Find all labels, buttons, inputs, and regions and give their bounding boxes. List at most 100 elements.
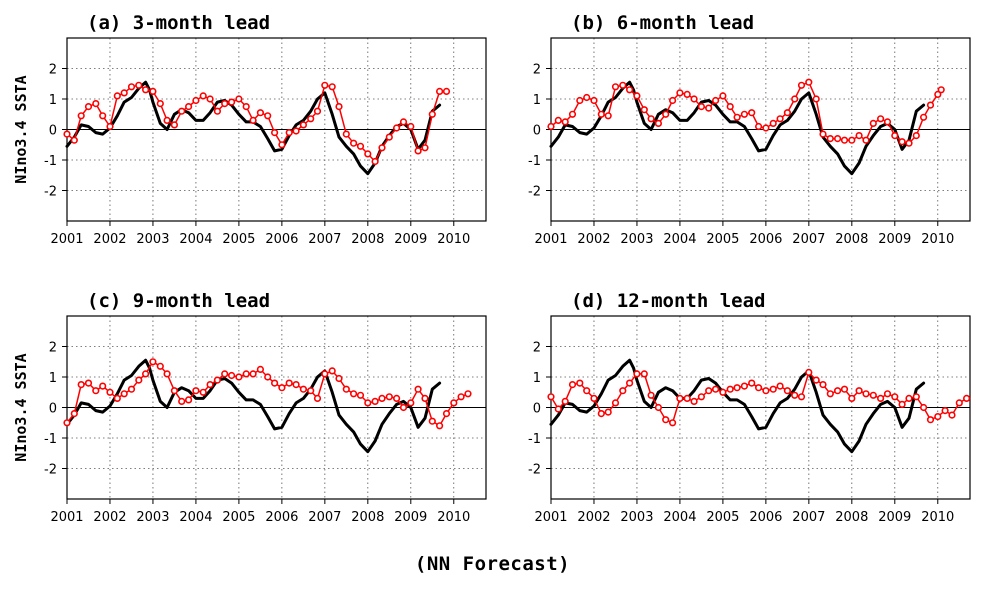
forecast-point	[235, 373, 243, 381]
forecast-point	[399, 403, 408, 412]
forecast-point	[256, 365, 265, 374]
panel-title: (d) 12-month lead	[571, 290, 765, 312]
forecast-point	[604, 408, 612, 416]
forecast-point	[407, 122, 415, 131]
x-tick-label: 2004	[663, 232, 696, 247]
forecast-point	[898, 138, 906, 146]
forecast-point	[611, 83, 620, 91]
forecast-point	[414, 385, 422, 393]
y-tick-label: -2	[44, 185, 57, 200]
forecast-point	[797, 393, 806, 401]
forecast-point	[590, 96, 598, 105]
forecast-point	[371, 157, 379, 166]
x-tick-label: 2002	[93, 510, 126, 525]
forecast-point	[898, 400, 906, 409]
y-tick-label: 0	[533, 402, 541, 417]
forecast-point	[199, 388, 207, 396]
forecast-point	[590, 394, 598, 403]
forecast-point	[833, 135, 842, 143]
forecast-point	[77, 381, 85, 389]
forecast-point	[178, 107, 186, 115]
forecast-point	[934, 413, 942, 421]
forecast-point	[428, 417, 436, 425]
forecast-point	[249, 116, 257, 124]
forecast-point	[647, 115, 655, 123]
x-tick-label: 2006	[749, 510, 782, 525]
x-tick-label: 2010	[921, 510, 954, 525]
forecast-point	[328, 83, 336, 91]
forecast-point	[335, 102, 343, 111]
forecast-point	[711, 385, 720, 393]
forecast-point	[869, 391, 877, 399]
forecast-point	[192, 387, 200, 395]
forecast-point	[428, 110, 436, 118]
forecast-point	[840, 385, 849, 393]
x-tick-label: 2007	[308, 510, 341, 525]
forecast-point	[84, 102, 93, 111]
forecast-point	[221, 370, 229, 378]
forecast-point	[63, 130, 71, 138]
x-tick-label: 2005	[706, 232, 739, 247]
forecast-point	[271, 379, 279, 387]
forecast-point	[249, 370, 257, 378]
forecast-point	[135, 81, 143, 89]
forecast-point	[862, 136, 870, 144]
forecast-point	[919, 113, 928, 121]
x-tick-label: 2008	[835, 510, 868, 525]
forecast-point	[647, 391, 655, 399]
forecast-point	[99, 112, 107, 120]
forecast-point	[92, 99, 100, 108]
forecast-point	[271, 129, 279, 137]
forecast-point	[292, 127, 300, 135]
forecast-point	[436, 422, 444, 430]
forecast-point	[192, 96, 200, 105]
panel-title: (c) 9-month lead	[87, 290, 270, 312]
forecast-point	[883, 390, 892, 398]
forecast-point	[576, 379, 584, 387]
forecast-point	[748, 109, 756, 117]
forecast-point	[213, 376, 221, 384]
forecast-point	[113, 92, 121, 100]
x-tick-label: 2002	[577, 510, 610, 525]
forecast-point	[791, 95, 799, 103]
y-tick-label: -1	[44, 432, 57, 447]
forecast-point	[583, 93, 591, 102]
x-tick-label: 2010	[921, 232, 954, 247]
forecast-point	[457, 393, 465, 401]
y-tick-label: 1	[533, 371, 541, 386]
forecast-point	[805, 368, 813, 377]
x-tick-label: 2009	[394, 510, 427, 525]
x-tick-label: 2001	[50, 232, 83, 247]
x-tick-label: 2004	[663, 510, 696, 525]
panel-title: (a) 3-month lead	[87, 12, 270, 34]
x-tick-label: 2007	[308, 232, 341, 247]
panel-title: (b) 6-month lead	[571, 12, 754, 34]
observed-line	[549, 358, 926, 454]
forecast-point	[142, 370, 150, 378]
forecast-point	[70, 410, 78, 418]
y-tick-label: 0	[49, 402, 57, 417]
forecast-point	[676, 394, 684, 403]
forecast-point	[84, 379, 93, 387]
y-tick-label: 1	[533, 93, 541, 108]
y-axis-label: NIno3.4 SSTA	[12, 353, 30, 461]
x-tick-label: 2007	[792, 510, 825, 525]
y-tick-label: -2	[528, 185, 541, 200]
forecast-point	[862, 390, 870, 398]
forecast-point	[328, 367, 336, 375]
forecast-point	[869, 119, 877, 127]
forecast-point	[256, 109, 265, 117]
forecast-point	[407, 399, 415, 407]
forecast-point	[568, 381, 577, 389]
forecast-point	[948, 411, 956, 419]
forecast-point	[350, 139, 358, 147]
forecast-point	[350, 390, 358, 398]
forecast-point	[385, 133, 393, 141]
forecast-point	[754, 384, 763, 392]
forecast-point	[819, 381, 827, 389]
forecast-point	[962, 394, 971, 403]
forecast-point	[711, 96, 720, 105]
forecast-point	[597, 110, 605, 118]
forecast-point	[726, 385, 734, 393]
forecast-point	[619, 387, 627, 395]
